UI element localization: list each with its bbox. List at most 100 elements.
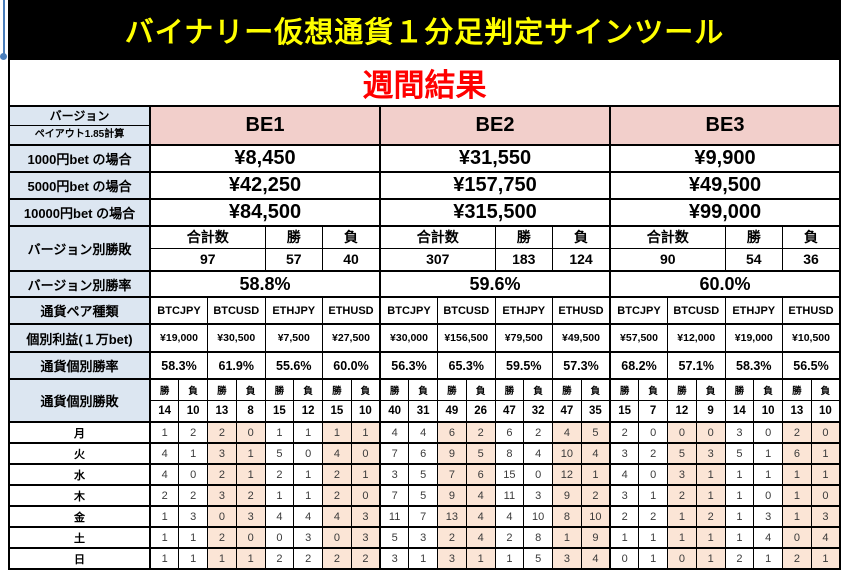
day-winloss-value: 0 [207,505,237,528]
currency-winrate-value: 59.5% [494,351,553,380]
currency-winloss-value: 10 [753,399,783,423]
day-winloss-value: 6 [437,421,467,444]
win-mini-header: 勝 [322,378,352,401]
currency-winloss-value: 49 [437,399,467,423]
day-winloss-value: 2 [437,526,467,549]
bet-row-label: 10000円bet の場合 [8,198,151,227]
day-winloss-value: 1 [293,484,323,507]
day-winloss-value: 0 [293,442,323,465]
day-winloss-value: 7 [379,442,410,465]
win-mini-header: 勝 [437,378,467,401]
bet-profit-value: ¥31,550 [379,144,611,173]
day-winloss-value: 4 [753,526,783,549]
day-winloss-value: 10 [552,442,582,465]
currency-winrate-value: 55.6% [264,351,323,380]
day-winloss-value: 2 [782,547,812,570]
day-label: 木 [8,484,151,507]
loss-mini-header: 負 [523,378,553,401]
currency-winloss-value: 40 [379,399,410,423]
day-winloss-value: 5 [580,421,611,444]
day-winloss-value: 0 [322,526,352,549]
loss-mini-header: 負 [465,378,496,401]
day-winloss-value: 7 [408,505,438,528]
day-winloss-value: 0 [638,421,668,444]
currency-winloss-value: 7 [638,399,668,423]
day-winloss-value: 1 [178,547,208,570]
day-winloss-value: 2 [207,421,237,444]
day-winloss-value: 3 [695,442,726,465]
day-winloss-value: 4 [408,421,438,444]
version-label: バージョン [10,107,148,126]
individual-profit-value: ¥7,500 [264,323,323,353]
day-winloss-value: 1 [264,484,295,507]
win-count-value: 54 [724,247,783,272]
bet-row-label: 1000円bet の場合 [8,144,151,173]
day-winloss-value: 6 [782,442,812,465]
day-winloss-value: 2 [178,484,208,507]
day-winloss-value: 0 [235,421,266,444]
day-winloss-value: 5 [408,484,438,507]
total-count-value: 97 [149,247,266,272]
day-winloss-value: 5 [523,547,553,570]
individual-profit-value: ¥156,500 [437,323,496,353]
day-winloss-value: 4 [293,505,323,528]
version-winloss-header-row: バージョン別勝敗 合計数勝負合計数勝負合計数勝負 [8,225,841,272]
day-winloss-value: 13 [437,505,467,528]
day-winloss-value: 3 [207,484,237,507]
day-winloss-value: 12 [552,463,582,486]
day-winloss-value: 5 [667,442,697,465]
day-winloss-value: 1 [580,463,611,486]
day-winloss-value: 1 [235,442,266,465]
day-row: 木 2 2 3 2 1 1 2 0 7 5 9 4 11 3 9 2 3 1 2 1 1 0 1 0 [8,484,841,507]
day-winloss-value: 4 [580,442,611,465]
day-winloss-value: 1 [695,484,726,507]
individual-profit-value: ¥79,500 [494,323,553,353]
version-winloss-values-row: 97 57 40 307 183 124 90 54 36 [9,247,841,272]
day-winloss-value: 4 [322,505,352,528]
day-winloss-value: 0 [264,526,295,549]
day-winloss-value: 1 [293,463,323,486]
day-winloss-value: 3 [293,526,323,549]
day-winloss-value: 1 [494,547,525,570]
day-row: 火 4 1 3 1 5 0 4 0 7 6 9 5 8 4 10 4 3 2 5 3 5 1 6 1 [8,442,841,465]
day-winloss-value: 1 [178,442,208,465]
day-winloss-value: 2 [494,526,525,549]
day-winloss-value: 3 [235,505,266,528]
day-winloss-value: 1 [695,547,726,570]
day-label: 金 [8,505,151,528]
loss-mini-header: 負 [178,378,208,401]
win-mini-header: 勝 [782,378,812,401]
currency-winrate-value: 61.9% [207,351,266,380]
day-winloss-value: 9 [437,442,467,465]
day-winloss-value: 2 [724,547,755,570]
day-winloss-value: 15 [494,463,525,486]
day-winloss-value: 3 [810,505,841,528]
day-winloss-value: 0 [667,547,697,570]
currency-pair-name: BTCJPY [379,296,438,325]
day-winloss-value: 0 [609,547,640,570]
shape-selection-handle[interactable] [0,53,7,60]
win-mini-header: 勝 [379,378,410,401]
day-winloss-value: 2 [350,547,381,570]
day-winloss-value: 1 [638,484,668,507]
day-winloss-value: 4 [465,505,496,528]
day-winloss-value: 4 [810,526,841,549]
day-winloss-value: 5 [264,442,295,465]
day-row: 金 1 3 0 3 4 4 4 3 11 7 13 4 4 10 8 10 2 2 1 2 1 3 1 3 [8,505,841,528]
day-winloss-value: 7 [437,463,467,486]
day-winloss-value: 11 [494,484,525,507]
currency-winloss-value: 15 [322,399,352,423]
currency-winrate-value: 56.5% [782,351,841,380]
payout-calc-label: ペイアウト1.85計算 [34,129,125,140]
bet-row-0: 1000円bet の場合 ¥8,450 ¥31,550 ¥9,900 [8,144,841,173]
day-winloss-value: 1 [350,421,381,444]
day-winloss-value: 2 [149,484,180,507]
day-winloss-value: 3 [609,484,640,507]
version-winrate-value: 59.6% [379,270,611,298]
title-bar: バイナリー仮想通貨１分足判定サインツール [8,0,841,60]
currency-winloss-value: 10 [350,399,381,423]
day-winloss-value: 5 [379,526,410,549]
day-winloss-value: 2 [322,547,352,570]
currency-pair-name: BTCJPY [609,296,668,325]
